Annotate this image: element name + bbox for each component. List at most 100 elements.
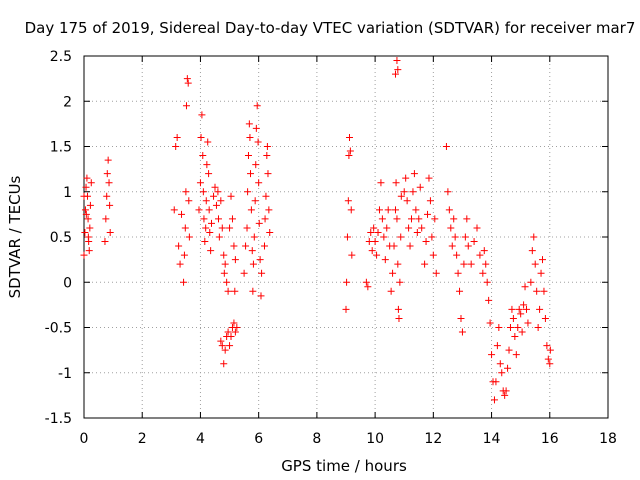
data-point-marker xyxy=(367,228,375,236)
data-point-marker xyxy=(185,197,193,205)
y-tick-label: -0.5 xyxy=(45,321,72,337)
x-tick-label: 8 xyxy=(312,431,321,447)
data-point-marker xyxy=(182,188,190,196)
data-point-marker xyxy=(528,247,536,255)
data-point-marker xyxy=(178,210,186,218)
data-point-marker xyxy=(217,337,225,345)
data-point-marker xyxy=(180,278,188,286)
data-point-marker xyxy=(492,378,500,386)
x-tick-label: 10 xyxy=(366,431,384,447)
data-point-marker xyxy=(424,210,432,218)
data-point-marker xyxy=(173,133,181,141)
data-point-marker xyxy=(218,224,226,232)
data-point-marker xyxy=(531,260,539,268)
chart-title: Day 175 of 2019, Sidereal Day-to-day VTE… xyxy=(25,19,636,37)
data-point-marker xyxy=(502,387,510,395)
data-point-marker xyxy=(415,215,423,223)
y-tick-label: 1.5 xyxy=(50,140,72,156)
data-point-marker xyxy=(240,269,248,277)
data-point-marker xyxy=(251,197,259,205)
data-point-marker xyxy=(375,206,383,214)
data-point-marker xyxy=(392,179,400,187)
data-point-marker xyxy=(454,269,462,277)
data-point-marker xyxy=(244,152,252,160)
data-point-marker xyxy=(480,247,488,255)
data-point-marker xyxy=(473,224,481,232)
data-point-marker xyxy=(453,251,461,259)
data-point-marker xyxy=(106,228,114,236)
data-point-marker xyxy=(217,197,225,205)
data-point-marker xyxy=(176,260,184,268)
data-point-marker xyxy=(429,251,437,259)
data-point-marker xyxy=(343,233,351,241)
data-point-marker xyxy=(397,192,405,200)
data-point-marker xyxy=(422,238,430,246)
data-point-marker xyxy=(175,242,183,250)
data-point-marker xyxy=(86,224,94,232)
data-point-marker xyxy=(85,247,93,255)
data-point-marker xyxy=(242,242,250,250)
data-point-marker xyxy=(197,133,205,141)
data-point-marker xyxy=(343,278,351,286)
data-point-marker xyxy=(364,283,372,291)
data-point-marker xyxy=(496,360,504,368)
data-point-marker xyxy=(346,147,354,155)
data-point-marker xyxy=(226,224,234,232)
data-point-marker xyxy=(214,215,222,223)
data-point-marker xyxy=(105,179,113,187)
data-point-marker xyxy=(184,79,192,87)
data-point-marker xyxy=(421,260,429,268)
data-point-marker xyxy=(488,351,496,359)
x-tick-label: 6 xyxy=(254,431,263,447)
data-point-marker xyxy=(442,143,450,150)
data-point-marker xyxy=(226,342,234,350)
data-point-marker xyxy=(546,346,554,354)
data-point-marker xyxy=(82,210,90,218)
data-point-marker xyxy=(498,369,506,377)
data-point-marker xyxy=(252,161,260,169)
data-point-marker xyxy=(253,102,261,110)
data-point-marker xyxy=(460,260,468,268)
x-axis-label: GPS time / hours xyxy=(281,457,407,475)
data-point-marker xyxy=(533,287,541,295)
data-point-marker xyxy=(374,228,382,236)
data-point-marker xyxy=(450,215,458,223)
data-point-marker xyxy=(391,206,399,214)
data-point-marker xyxy=(207,247,215,255)
data-point-marker xyxy=(445,206,453,214)
data-point-marker xyxy=(260,242,268,250)
data-point-marker xyxy=(493,342,501,350)
data-point-marker xyxy=(362,278,370,286)
data-point-marker xyxy=(416,183,424,191)
data-point-marker xyxy=(342,305,350,313)
data-point-marker xyxy=(520,301,528,309)
data-point-marker xyxy=(378,215,386,223)
data-point-marker xyxy=(227,192,235,200)
data-point-marker xyxy=(495,324,503,331)
data-point-marker xyxy=(377,179,385,187)
data-point-marker xyxy=(198,111,206,119)
data-point-marker xyxy=(402,174,410,182)
data-point-marker xyxy=(220,251,228,259)
data-point-marker xyxy=(84,233,92,241)
data-point-marker xyxy=(541,314,549,322)
data-point-marker xyxy=(370,224,378,232)
y-tick-label: 0.5 xyxy=(50,230,72,246)
data-point-marker xyxy=(103,170,111,178)
data-point-marker xyxy=(214,188,222,196)
data-point-marker xyxy=(170,206,178,214)
data-point-marker xyxy=(389,269,397,277)
data-point-marker xyxy=(394,305,402,313)
data-point-marker xyxy=(202,197,210,205)
data-point-marker xyxy=(256,256,264,264)
data-point-marker xyxy=(461,233,469,241)
data-point-marker xyxy=(457,314,465,322)
data-point-marker xyxy=(257,292,265,300)
data-point-marker xyxy=(215,233,223,241)
data-point-marker xyxy=(393,215,401,223)
data-point-marker xyxy=(536,305,544,313)
data-point-marker xyxy=(448,242,456,250)
data-point-marker xyxy=(228,215,236,223)
